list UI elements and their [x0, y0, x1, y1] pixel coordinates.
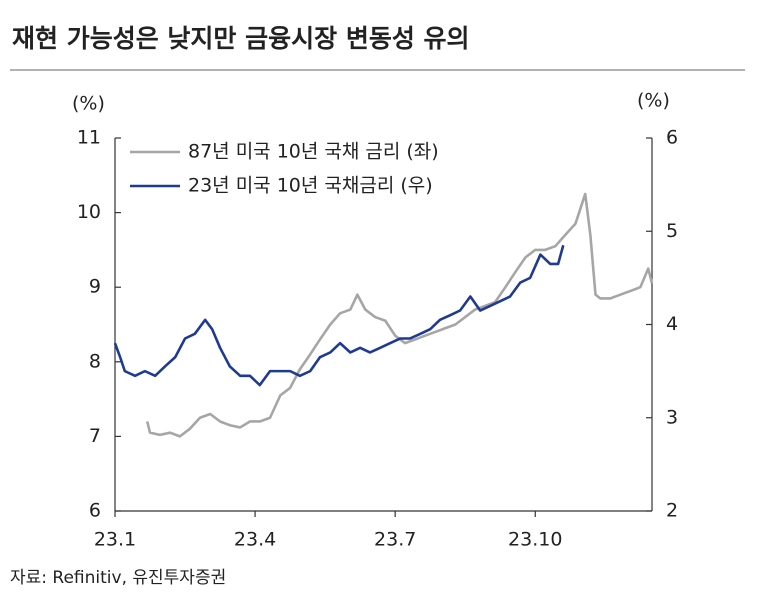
- x-tick-label: 23.4: [234, 529, 276, 551]
- y-tick-label: 8: [89, 350, 101, 372]
- y2-tick-label: 2: [666, 500, 678, 522]
- chart-title: 재현 가능성은 낮지만 금융시장 변동성 유의: [12, 24, 470, 53]
- legend-label: 87년 미국 10년 국채 금리 (좌): [188, 141, 439, 163]
- y-tick-label: 9: [89, 276, 101, 298]
- y2-tick-label: 6: [666, 127, 678, 149]
- y2-tick-label: 4: [666, 313, 678, 335]
- y-tick-label: 10: [77, 201, 101, 223]
- y-tick-label: 6: [89, 500, 101, 522]
- x-tick-label: 23.1: [94, 529, 136, 551]
- series-line: [113, 244, 565, 387]
- y2-tick-label: 5: [666, 220, 678, 242]
- y-axis-label: (%): [72, 93, 105, 115]
- x-tick-label: 23.10: [508, 529, 562, 551]
- legend-label: 23년 미국 10년 국채금리 (우): [188, 175, 433, 197]
- series-line: [145, 192, 654, 438]
- y2-tick-label: 3: [666, 406, 678, 428]
- y2-axis-label: (%): [637, 90, 670, 112]
- x-tick-label: 23.7: [374, 529, 416, 551]
- y-tick-label: 11: [77, 127, 101, 149]
- source-note: 자료: Refinitiv, 유진투자증권: [10, 568, 226, 588]
- y-tick-label: 7: [89, 425, 101, 447]
